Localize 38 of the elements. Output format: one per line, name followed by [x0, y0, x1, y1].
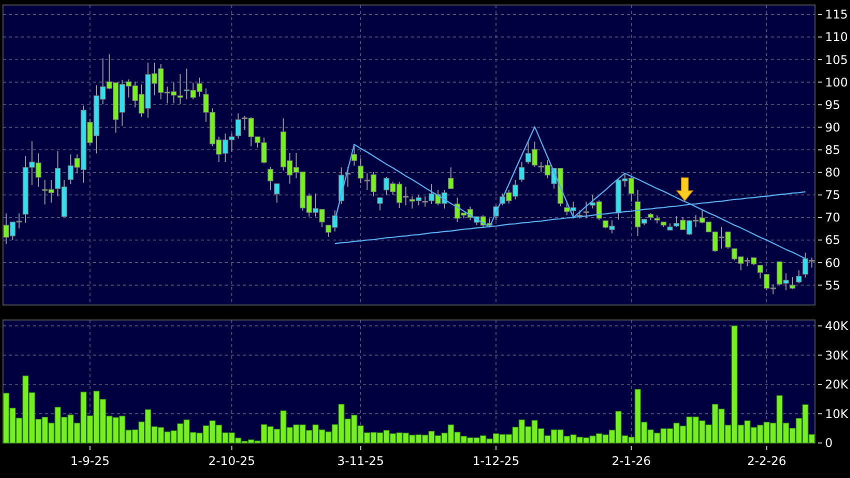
- y-tick-label: 20K: [825, 378, 850, 392]
- y-tick-label: 60: [825, 256, 840, 270]
- candlestick: [274, 183, 280, 204]
- x-tick-label: 1-12-25: [472, 454, 520, 468]
- candlestick: [268, 166, 274, 190]
- candlestick: [796, 270, 802, 284]
- candlestick: [351, 144, 358, 166]
- y-tick-label: 100: [825, 75, 848, 90]
- y-tick-label: 115: [825, 8, 848, 22]
- candlestick: [757, 264, 764, 279]
- candlestick: [235, 112, 242, 140]
- y-tick-label: 85: [825, 143, 840, 158]
- y-tick-label: 40K: [825, 319, 850, 334]
- y-tick-label: 0: [825, 436, 833, 450]
- candlestick: [790, 276, 796, 290]
- x-tick-label: 2-10-25: [208, 454, 256, 468]
- y-tick-label: 30K: [825, 348, 850, 362]
- candlestick: [518, 161, 525, 182]
- candlestick: [583, 201, 590, 219]
- candlestick: [358, 158, 364, 184]
- y-tick-label: 65: [825, 233, 840, 248]
- x-tick-label: 2-2-26: [747, 454, 786, 468]
- y-tick-label: 70: [825, 210, 840, 225]
- y-tick-label: 90: [825, 120, 840, 134]
- x-tick-label: 3-11-25: [337, 454, 384, 468]
- candlestick: [448, 166, 454, 190]
- x-tick-label: 2-1-26: [612, 454, 651, 468]
- candlestick: [422, 196, 428, 208]
- y-tick-label: 75: [825, 188, 840, 202]
- y-tick-label: 80: [825, 166, 840, 180]
- y-tick-label: 110: [825, 30, 848, 44]
- y-tick-label: 55: [825, 278, 840, 292]
- y-tick-label: 10K: [825, 406, 850, 421]
- y-tick-label: 105: [825, 52, 848, 67]
- candlestick: [177, 74, 184, 105]
- x-tick-label: 1-9-25: [70, 454, 110, 468]
- y-tick-label: 95: [825, 98, 840, 112]
- candlestick: [377, 197, 383, 211]
